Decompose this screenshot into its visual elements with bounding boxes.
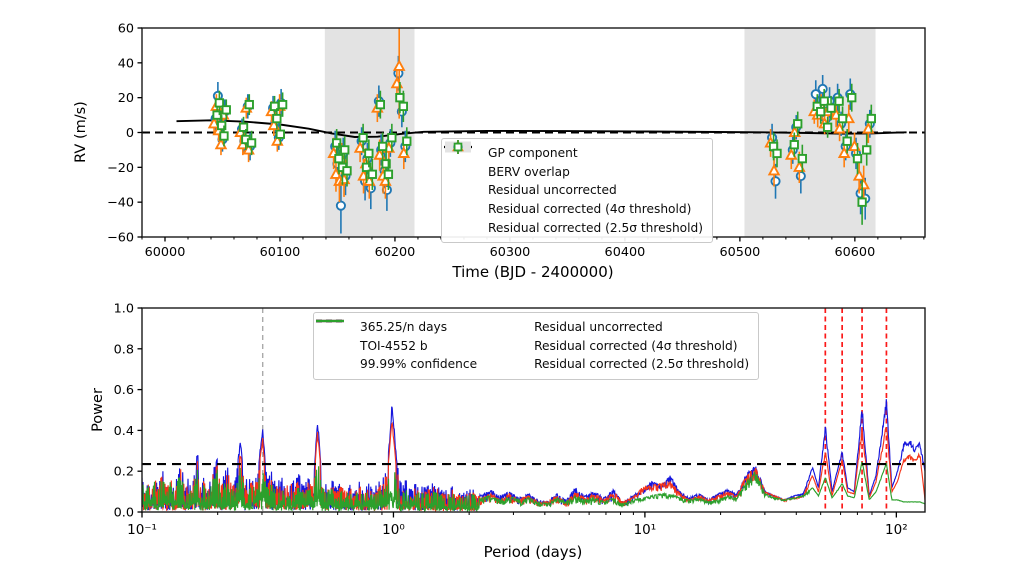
svg-text:60000: 60000 <box>145 245 186 260</box>
legend-entry: Residual uncorrected <box>316 318 749 337</box>
svg-text:10²: 10² <box>885 522 908 538</box>
bottom-ylabel: Power <box>90 388 106 432</box>
svg-text:10¹: 10¹ <box>634 522 657 538</box>
legend-label: Residual uncorrected <box>488 183 617 198</box>
bottom-panel-frame <box>141 307 926 513</box>
svg-text:40: 40 <box>118 56 134 71</box>
top-legend: GP component BERV overlap Residual uncorre… <box>441 138 714 243</box>
top-ylabel: RV (m/s) <box>73 101 89 163</box>
legend-label: Residual corrected (4σ threshold) <box>534 338 738 353</box>
svg-text:60600: 60600 <box>835 245 876 260</box>
legend-entry: Residual corrected (2.5σ threshold) <box>316 319 750 374</box>
bottom-legend: 365.25/n days TOI-4552 b 99.99% confidence… <box>313 312 760 380</box>
legend-label: 365.25/n days <box>360 320 448 335</box>
legend-swatch-line <box>316 319 344 323</box>
top-xlabel: Time (BJD - 2400000) <box>452 263 614 281</box>
periodogram-series <box>142 461 925 512</box>
svg-text:−20: −20 <box>107 161 134 176</box>
top-plot-area <box>142 28 925 237</box>
legend-entry: 99.99% confidence <box>316 319 478 374</box>
svg-text:0.4: 0.4 <box>114 424 134 439</box>
legend-label: GP component <box>488 146 578 161</box>
svg-text:10⁻¹: 10⁻¹ <box>127 522 157 538</box>
svg-text:−60: −60 <box>107 231 134 246</box>
svg-text:0.2: 0.2 <box>114 465 134 480</box>
legend-entry: TOI-4552 b <box>316 320 477 356</box>
svg-text:0.8: 0.8 <box>114 342 134 357</box>
svg-text:60200: 60200 <box>375 245 416 260</box>
legend-label: Residual corrected (2.5σ threshold) <box>534 357 750 372</box>
legend-entry: Residual corrected (4σ threshold) <box>449 140 703 219</box>
legend-label: 99.99% confidence <box>360 357 478 372</box>
svg-text:−40: −40 <box>107 196 134 211</box>
svg-text:60100: 60100 <box>260 245 301 260</box>
svg-text:60300: 60300 <box>490 245 531 260</box>
svg-text:0: 0 <box>126 126 134 141</box>
legend-label: Residual corrected (2.5σ threshold) <box>488 220 704 235</box>
legend-label: Residual corrected (4σ threshold) <box>488 202 692 217</box>
top-axes-ticks: 60000 60100 60200 60300 60400 60500 60600−60−4… <box>107 22 925 260</box>
bottom-plot-area <box>142 308 925 512</box>
top-series-square <box>212 81 876 225</box>
legend-entry: Residual corrected (2.5σ threshold) <box>449 140 704 237</box>
bottom-axes-ticks: 10⁻¹ 10⁰ 10¹ 10² 0.0 0.2 0.4 0.6 0.8 1.0 <box>114 302 908 539</box>
svg-text:0.6: 0.6 <box>114 383 134 398</box>
legend-label: TOI-4552 b <box>360 338 428 353</box>
legend-column: Residual uncorrected Residual corrected (… <box>316 318 750 374</box>
legend-swatch-marker-square <box>453 140 463 154</box>
svg-text:60: 60 <box>118 22 134 37</box>
svg-text:0.0: 0.0 <box>114 506 134 521</box>
legend-entry: Residual corrected (4σ threshold) <box>316 319 749 356</box>
svg-text:10⁰: 10⁰ <box>382 522 405 538</box>
legend-entry: GP component <box>444 144 703 163</box>
legend-entry: BERV overlap <box>445 141 703 182</box>
legend-label: Residual uncorrected <box>534 320 663 335</box>
svg-text:60500: 60500 <box>720 245 761 260</box>
svg-text:60400: 60400 <box>605 245 646 260</box>
legend-entry: Residual uncorrected <box>449 140 703 200</box>
bottom-xlabel: Period (days) <box>483 543 583 561</box>
svg-text:1.0: 1.0 <box>114 302 134 317</box>
svg-text:20: 20 <box>118 91 134 106</box>
legend-label: BERV overlap <box>488 164 570 179</box>
